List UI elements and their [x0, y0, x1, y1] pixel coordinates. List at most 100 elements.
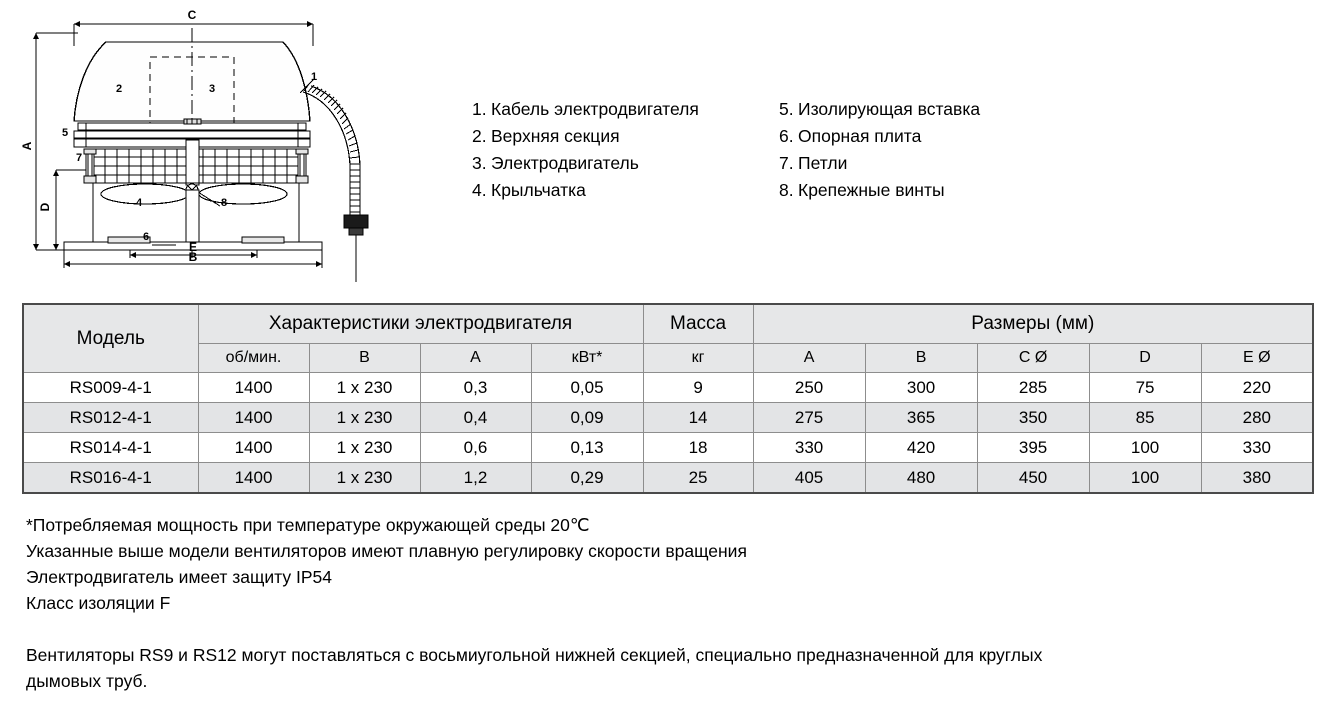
legend-item-8-label: Крепежные винты — [798, 180, 945, 200]
note-power-consumption: *Потребляемая мощность при температуре о… — [26, 515, 590, 535]
legend-item-2-number: 2. — [472, 126, 487, 146]
callout-5: 5 — [62, 127, 68, 139]
cell-rpm: 1400 — [197, 462, 310, 494]
dimension-label-e: E — [189, 240, 197, 254]
cell-kg: 14 — [642, 402, 754, 433]
parts-legend: 1. Кабель электродвигателя 2. Верхняя се… — [472, 96, 1012, 204]
cell-amp: 0,3 — [419, 372, 532, 403]
legend-item-7: 7. Петли — [779, 150, 1012, 177]
dimension-line-c — [73, 21, 314, 46]
col-header-kilograms: кг — [642, 343, 754, 373]
legend-item-4: 4. Крыльчатка — [472, 177, 779, 204]
callout-6: 6 — [143, 231, 149, 243]
cell-dim-c: 395 — [976, 432, 1090, 463]
legend-item-4-label: Крыльчатка — [491, 180, 586, 200]
cell-dim-b: 420 — [864, 432, 978, 463]
motor-cable — [299, 79, 369, 282]
legend-item-5-label: Изолирующая вставка — [798, 99, 981, 119]
cell-dim-e: 380 — [1200, 462, 1315, 494]
dimension-label-a: A — [20, 141, 34, 150]
callout-2: 2 — [116, 83, 122, 95]
legend-item-8: 8. Крепежные винты — [779, 177, 1012, 204]
table-header-row-groups: Модель Характеристики электродвигателя М… — [22, 303, 1315, 373]
legend-item-5: 5. Изолирующая вставка — [779, 96, 1012, 123]
cell-amp: 0,4 — [419, 402, 532, 433]
legend-column-left: 1. Кабель электродвигателя 2. Верхняя се… — [472, 96, 779, 204]
callout-8: 8 — [221, 197, 227, 209]
cell-kw: 0,09 — [530, 402, 644, 433]
col-header-mass: Масса — [642, 303, 754, 344]
center-bolt-cluster — [183, 118, 202, 125]
col-header-dimensions: Размеры (мм) — [752, 303, 1315, 344]
cell-dim-c: 350 — [976, 402, 1090, 433]
dimension-label-b: B — [189, 250, 198, 264]
note-speed-control: Указанные выше модели вентиляторов имеют… — [26, 541, 747, 561]
callout-3: 3 — [209, 83, 215, 95]
callout-1: 1 — [311, 71, 317, 83]
col-header-rpm: об/мин. — [197, 343, 310, 373]
cell-kg: 9 — [642, 372, 754, 403]
cell-dim-e: 280 — [1200, 402, 1315, 433]
col-header-dim-d: D — [1088, 343, 1202, 373]
dimension-line-b — [63, 250, 323, 268]
hinge-left — [83, 148, 97, 184]
note-octagonal-section: Вентиляторы RS9 и RS12 могут поставлятьс… — [26, 645, 1043, 691]
cell-kw: 0,29 — [530, 462, 644, 494]
legend-item-2-label: Верхняя секция — [491, 126, 620, 146]
legend-item-6: 6. Опорная плита — [779, 123, 1012, 150]
cell-dim-d: 85 — [1088, 402, 1202, 433]
table-row: RS012-4-1 1400 1 x 230 0,4 0,09 14 275 3… — [22, 402, 1315, 433]
cell-dim-e: 330 — [1200, 432, 1315, 463]
cell-dim-d: 100 — [1088, 432, 1202, 463]
callout-7: 7 — [76, 152, 82, 164]
cell-dim-c: 285 — [976, 372, 1090, 403]
technical-drawing: C A D B E 1 2 3 4 5 6 7 8 — [0, 0, 420, 290]
table-row: RS014-4-1 1400 1 x 230 0,6 0,13 18 330 4… — [22, 432, 1315, 463]
col-header-dim-e: E Ø — [1200, 343, 1315, 373]
cell-amp: 0,6 — [419, 432, 532, 463]
cell-dim-a: 330 — [752, 432, 866, 463]
base-plate — [63, 236, 323, 251]
legend-item-2: 2. Верхняя секция — [472, 123, 779, 150]
legend-item-5-number: 5. — [779, 99, 794, 119]
cell-dim-b: 365 — [864, 402, 978, 433]
legend-item-1-number: 1. — [472, 99, 487, 119]
table-row: RS016-4-1 1400 1 x 230 1,2 0,29 25 405 4… — [22, 462, 1315, 494]
col-header-volts: B — [308, 343, 421, 373]
fan-cross-section-svg: C A D B E 1 2 3 4 5 6 7 8 — [20, 8, 369, 282]
cell-kg: 25 — [642, 462, 754, 494]
legend-item-6-label: Опорная плита — [798, 126, 922, 146]
notes-section: *Потребляемая мощность при температуре о… — [26, 512, 1126, 694]
note-ip-protection: Электродвигатель имеет защиту IP54 — [26, 567, 333, 587]
legend-item-1-label: Кабель электродвигателя — [491, 99, 699, 119]
cell-volt: 1 x 230 — [308, 432, 421, 463]
legend-item-4-number: 4. — [472, 180, 487, 200]
legend-item-6-number: 6. — [779, 126, 794, 146]
col-header-dim-c: C Ø — [976, 343, 1090, 373]
specification-table-container: Модель Характеристики электродвигателя М… — [22, 303, 1315, 494]
cell-dim-a: 275 — [752, 402, 866, 433]
cell-dim-d: 100 — [1088, 462, 1202, 494]
cell-dim-c: 450 — [976, 462, 1090, 494]
legend-item-3: 3. Электродвигатель — [472, 150, 779, 177]
cell-model: RS009-4-1 — [22, 372, 199, 403]
cell-model: RS016-4-1 — [22, 462, 199, 494]
lower-housing — [86, 182, 306, 243]
note-insulation-class: Класс изоляции F — [26, 593, 171, 613]
cell-dim-a: 405 — [752, 462, 866, 494]
legend-item-7-number: 7. — [779, 153, 794, 173]
col-header-amps: A — [419, 343, 532, 373]
cell-dim-b: 480 — [864, 462, 978, 494]
cell-dim-e: 220 — [1200, 372, 1315, 403]
cell-amp: 1,2 — [419, 462, 532, 494]
legend-item-8-number: 8. — [779, 180, 794, 200]
dimension-label-c: C — [188, 8, 197, 22]
col-header-model: Модель — [22, 303, 199, 373]
callout-4: 4 — [136, 197, 143, 209]
cell-rpm: 1400 — [197, 432, 310, 463]
table-header: Модель Характеристики электродвигателя М… — [22, 303, 1315, 373]
col-header-dim-a: A — [752, 343, 866, 373]
legend-item-1: 1. Кабель электродвигателя — [472, 96, 779, 123]
legend-item-7-label: Петли — [798, 153, 848, 173]
legend-item-3-number: 3. — [472, 153, 487, 173]
